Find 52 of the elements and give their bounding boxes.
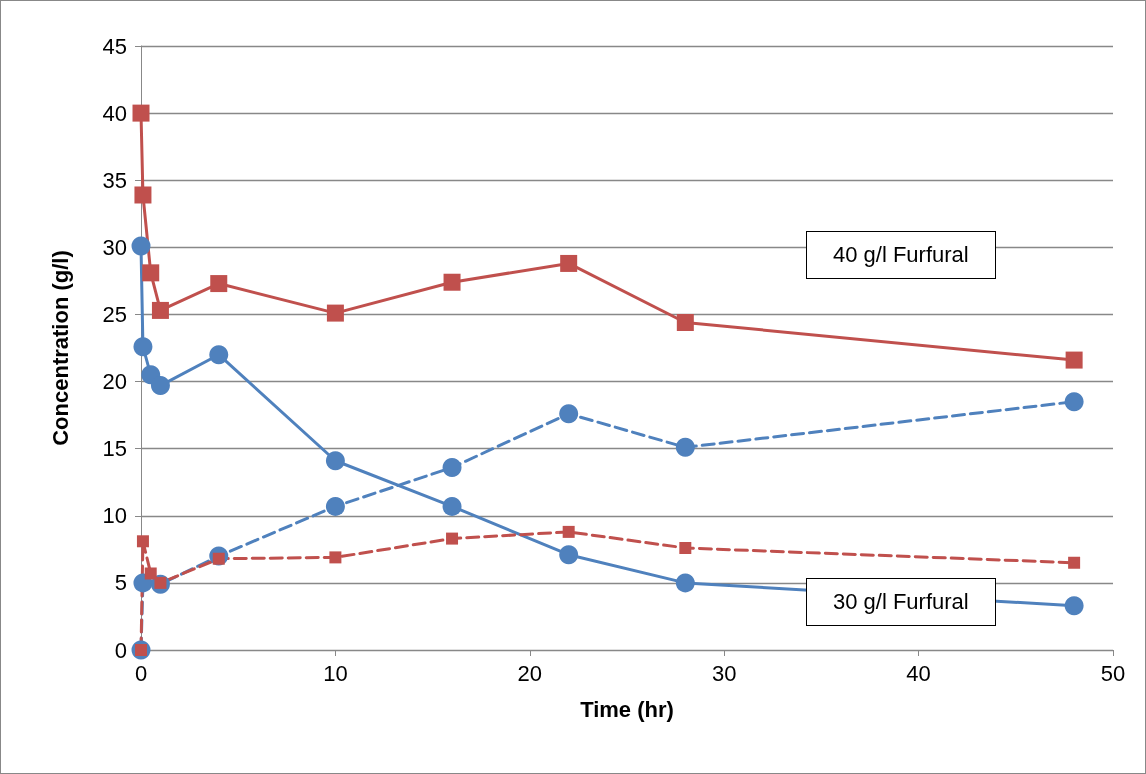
point [442,457,462,477]
point [144,567,157,580]
x-tick-label: 10 [323,660,348,686]
point [1064,392,1084,412]
point [560,254,578,272]
point [133,573,153,593]
point [142,264,160,282]
point [209,345,229,365]
y-tick-label: 35 [102,167,127,193]
y-tick-label: 10 [102,503,127,529]
point [151,301,169,319]
point [329,551,342,564]
point [1068,556,1081,569]
y-tick-label: 20 [102,369,127,395]
point [210,275,228,293]
point [325,496,345,516]
x-tick-label: 20 [517,660,543,686]
y-tick-label: 5 [114,570,127,596]
y-tick-label: 45 [102,33,127,59]
point [1064,596,1084,616]
x-tick-label: 30 [711,660,737,686]
point [446,532,459,545]
y-tick-label: 30 [102,234,127,260]
point [679,541,692,554]
point [150,376,170,396]
point [442,496,462,516]
point [443,273,461,291]
annotation: 40 g/l Furfural [806,231,996,279]
point [675,437,695,457]
point [136,535,149,548]
x-axis-title: Time (hr) [580,696,674,722]
y-tick-label: 15 [102,436,127,462]
x-tick-label: 0 [134,660,148,686]
annotation: 30 g/l Furfural [806,578,996,626]
point [326,304,344,322]
point [559,404,579,424]
point [559,545,579,565]
x-tick-label: 50 [1100,660,1126,686]
y-tick-label: 25 [102,301,127,327]
point [325,451,345,471]
x-tick-label: 40 [906,660,931,686]
point [133,337,153,357]
point [562,525,575,538]
y-tick-label: 0 [114,637,127,663]
point [134,186,152,204]
point [131,236,151,256]
point [676,314,694,331]
point [675,573,695,593]
point [1065,351,1083,369]
point [132,104,150,122]
y-tick-label: 40 [102,100,127,126]
y-axis-title: Concentration (g/l) [47,250,73,446]
